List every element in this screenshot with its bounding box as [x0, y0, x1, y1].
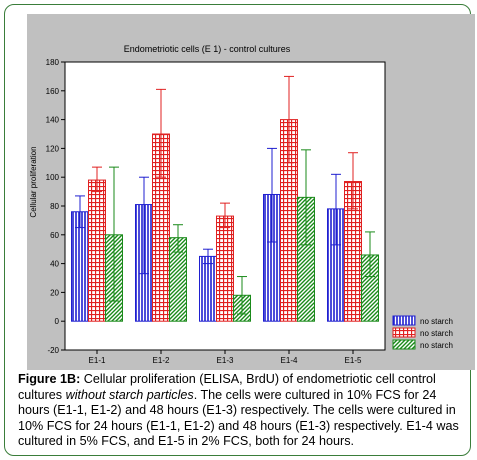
x-tick-label: E1-3	[217, 356, 234, 365]
y-tick-label: 100	[46, 173, 60, 182]
legend-label-2: no starch	[420, 329, 453, 338]
y-tick-label: -20	[47, 346, 59, 355]
caption-text-1: Cellular proliferation (ELISA, BrdU) of …	[18, 372, 436, 402]
y-tick-label: 20	[50, 288, 59, 297]
caption-label: Figure 1B:	[18, 372, 81, 386]
y-tick-label: 60	[50, 231, 59, 240]
y-tick-label: 160	[46, 87, 60, 96]
y-tick-label: 180	[46, 58, 60, 67]
bar-e1-3-series-1	[199, 255, 217, 322]
chart-title: Endometriotic cells (E 1) - control cult…	[124, 44, 291, 54]
chart-panel: Endometriotic cells (E 1) - control cult…	[27, 14, 475, 370]
legend-swatch-1	[392, 315, 416, 326]
bar-e1-1-series-1	[71, 211, 89, 322]
legend-label-3: no starch	[420, 341, 453, 350]
legend-swatch-2	[392, 327, 416, 338]
y-tick-label: 120	[46, 144, 60, 153]
figure-frame: Endometriotic cells (E 1) - control cult…	[4, 4, 475, 456]
figure-caption: Figure 1B: Cellular proliferation (ELISA…	[18, 372, 468, 450]
bar-e1-1-series-2	[88, 179, 106, 322]
bar-e1-3-series-2	[216, 215, 234, 322]
x-tick-label: E1-2	[153, 356, 170, 365]
y-tick-label: 140	[46, 116, 60, 125]
bar-chart: Endometriotic cells (E 1) - control cult…	[29, 44, 453, 365]
legend-label-1: no starch	[420, 317, 453, 326]
legend-swatch-3	[392, 339, 416, 350]
y-tick-label: 0	[55, 317, 60, 326]
caption-italic: without starch particles	[65, 387, 194, 402]
caption-text-2: . The cells were cultured in 10% FCS for…	[18, 387, 459, 449]
x-tick-label: E1-5	[345, 356, 362, 365]
x-tick-label: E1-1	[89, 356, 106, 365]
y-tick-label: 40	[50, 260, 59, 269]
y-axis-label: Cellular proliferation	[29, 146, 38, 217]
x-tick-label: E1-4	[281, 356, 298, 365]
y-tick-label: 80	[50, 202, 59, 211]
